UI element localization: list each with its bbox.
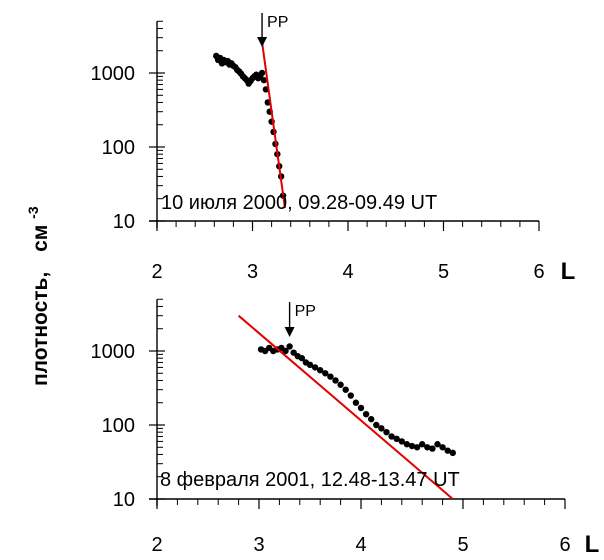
panel2-pp-arrow-head (284, 327, 295, 337)
panel2-data-point (286, 343, 293, 350)
panel2-data-point (352, 399, 360, 406)
panel-top: 10 100 1000 2 3 4 5 6 L PP 10 июля 2000, 09.28-09.… (91, 13, 576, 285)
panel2-data-point (393, 435, 400, 443)
panel2-data-point (373, 421, 380, 429)
panel2-data-point (368, 415, 375, 423)
panel1-y-tick-label: 100 (102, 137, 135, 159)
panel1-pp-label: PP (267, 14, 288, 31)
panel2-annotation: 8 февраля 2001, 12.48-13.47 UT (160, 469, 460, 491)
panel-bottom: 10 100 1000 2 3 4 5 6 L PP 8 февраля 2001, 12.48-1… (91, 298, 600, 558)
panel1-fit-line (261, 42, 286, 209)
panel2-data-point (357, 404, 365, 412)
panel2-data-point (413, 444, 421, 451)
panel2-data-point (362, 410, 370, 418)
y-axis-unit-exponent: -3 (25, 206, 41, 219)
y-axis-label: плотность, см -3 (25, 206, 52, 386)
panel1-data-point (258, 69, 266, 77)
panel2-data-point (282, 347, 289, 355)
panel2-data-point (403, 441, 411, 448)
panel2-fit-line (237, 314, 454, 500)
panel1-y-tick-label: 10 (113, 211, 135, 233)
panel2-data-point (424, 444, 431, 451)
panel2-data-point (429, 445, 436, 452)
panel2-pp-label: PP (295, 303, 316, 320)
panel2-data-point (398, 438, 405, 445)
panel2-y-tick-label: 100 (102, 415, 135, 437)
panel2-data-point (347, 392, 354, 399)
panel2-x-tick-label: 6 (559, 534, 570, 555)
panel2-y-tick-label: 10 (113, 489, 135, 511)
panel2-data-point (419, 441, 426, 448)
panel2-data-point (298, 354, 306, 362)
panel2-x-tick-label: 2 (151, 534, 162, 555)
panel2-data-point (322, 370, 329, 377)
panel2-data-point (449, 449, 456, 457)
panel1-x-tick-label: 6 (533, 261, 544, 283)
panel2-data-point (332, 377, 339, 384)
panel2-data-point (342, 386, 349, 393)
panel2-y-tick-label: 1000 (91, 341, 136, 363)
panel2-x-tick-label: 3 (253, 534, 264, 555)
panel1-x-tick-label: 4 (342, 261, 353, 283)
panel2-data-point (439, 444, 446, 451)
panel2-data-point (337, 381, 344, 388)
panel1-x-axis-label: L (561, 258, 576, 285)
panel1-x-tick-label: 3 (247, 261, 258, 283)
panel2-data-point (383, 428, 390, 436)
panel1-x-tick-label: 5 (438, 261, 449, 283)
panel1-y-tick-label: 1000 (91, 63, 136, 85)
panel1-data-point (260, 76, 268, 84)
panel2-data-point (434, 441, 441, 448)
panel1-annotation: 10 июля 2000, 09.28-09.49 UT (161, 192, 437, 214)
panel2-data-point (444, 447, 451, 454)
panel1-x-tick-label: 2 (151, 261, 162, 283)
panel2-data-point (327, 373, 334, 380)
panel2-data-point (388, 433, 395, 440)
y-axis-unit: см (29, 225, 52, 252)
panel2-data-point (378, 425, 385, 432)
panel2-data-point (317, 367, 324, 374)
panel2-x-tick-label: 5 (457, 534, 468, 555)
panel2-x-tick-label: 4 (355, 534, 366, 555)
panel1-pp-arrow-head (257, 37, 268, 47)
panel2-data-point (311, 364, 319, 371)
y-axis-label-text: плотность, (29, 272, 52, 386)
panel2-data-point (306, 361, 314, 369)
panel2-data-point (408, 442, 416, 450)
panel2-x-axis-label: L (585, 531, 600, 555)
